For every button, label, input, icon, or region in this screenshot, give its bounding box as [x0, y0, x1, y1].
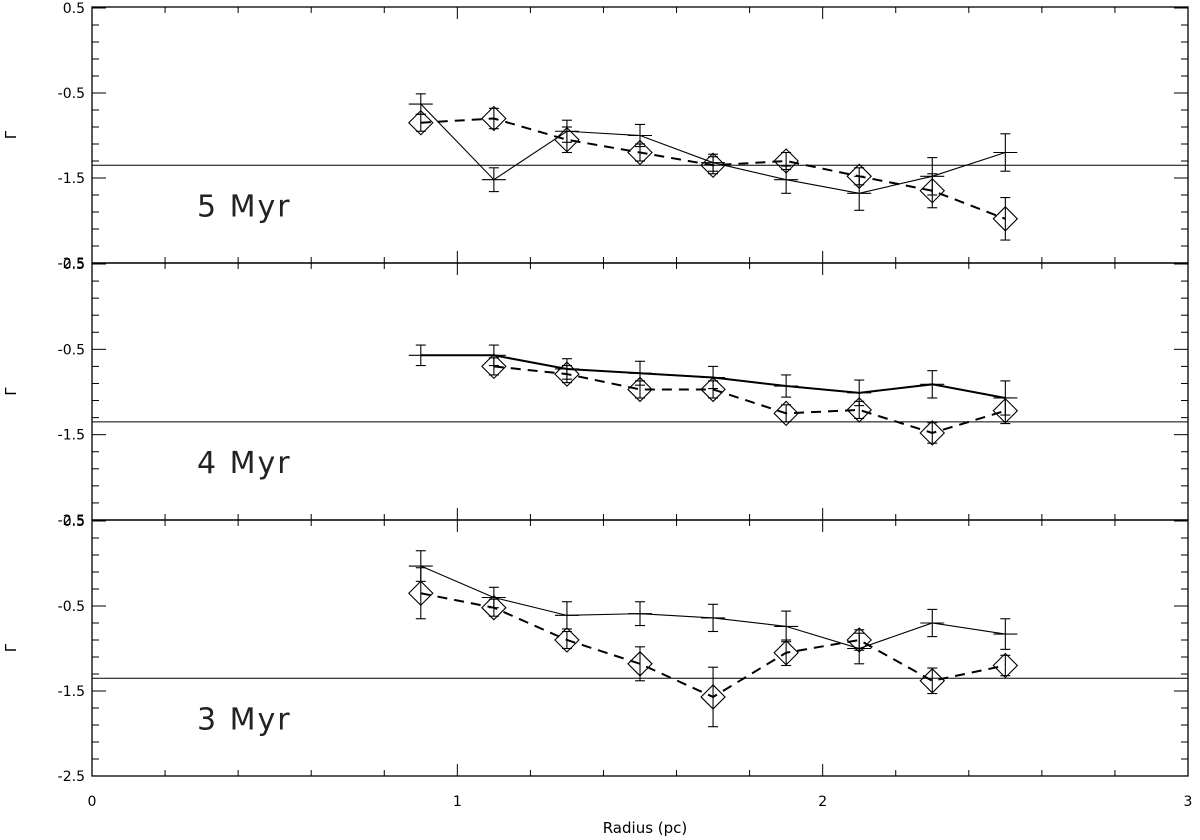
diamond-marker — [773, 148, 799, 174]
series-line-dashed — [493, 365, 1006, 435]
diamond-marker — [919, 177, 946, 204]
y-tick-label: -2.5 — [58, 513, 85, 529]
y-tick-label: 0.5 — [63, 514, 85, 530]
y-tick-label: -0.5 — [58, 599, 85, 615]
diamond-marker — [992, 652, 1019, 679]
diamond-marker — [846, 627, 872, 653]
diamond-marker — [627, 139, 653, 166]
diamond-marker — [627, 376, 653, 403]
series-line-solid — [420, 103, 1006, 194]
y-tick-label: -1.5 — [58, 428, 85, 444]
diamond-marker — [992, 397, 1019, 424]
y-tick-label: -1.5 — [58, 171, 85, 187]
diamond-marker — [554, 627, 580, 653]
panel-3-myr: 0.5 -0.5 -1.5 -2.5 Γ 3 Myr — [2, 514, 1189, 785]
diamond-marker — [919, 420, 946, 446]
panel-frame — [91, 519, 1189, 777]
diamond-marker — [846, 163, 872, 190]
x-tick-label: 2 — [818, 794, 827, 810]
diamond-marker — [700, 684, 726, 710]
x-tick-label: 0 — [88, 794, 97, 810]
panel-5-myr: 0.5 -0.5 -1.5 -2.5 Γ 5 Myr — [2, 1, 1189, 272]
y-tick-label: -1.5 — [58, 684, 85, 700]
y-tick-label: -2.5 — [58, 769, 85, 785]
x-tick-label: 1 — [453, 794, 462, 810]
panel-label: 5 Myr — [197, 189, 292, 224]
panel-label: 3 Myr — [197, 702, 292, 737]
y-axis-label: Γ — [2, 643, 20, 652]
x-tick-label: 3 — [1184, 794, 1193, 810]
panel-4-myr: 0.5 -0.5 -1.5 -2.5 Γ 4 Myr — [2, 257, 1189, 529]
diamond-marker — [773, 639, 799, 666]
y-tick-label: -2.5 — [58, 256, 85, 272]
y-tick-label: -0.5 — [58, 342, 85, 358]
diamond-marker — [408, 109, 434, 136]
diamond-marker — [700, 376, 726, 403]
panels-group: 0.5 -0.5 -1.5 -2.5 Γ 5 Myr 0.5 -0.5 -1.5 -2.5 Γ 4 M… — [2, 1, 1189, 785]
diamond-marker — [554, 126, 580, 153]
diamond-marker — [700, 152, 726, 179]
y-axis-label: Γ — [2, 387, 20, 396]
diamond-marker — [481, 594, 507, 621]
y-tick-label: -0.5 — [58, 86, 85, 102]
diamond-marker — [481, 105, 507, 132]
diamond-marker — [481, 353, 507, 380]
x-axis: 0 1 2 3 — [88, 794, 1193, 810]
diamond-marker — [846, 397, 872, 423]
x-axis-label: Radius (pc) — [603, 819, 688, 837]
y-tick-label: 0.5 — [63, 1, 85, 17]
y-tick-label: 0.5 — [63, 257, 85, 273]
diamond-marker — [773, 400, 799, 427]
diamond-marker — [408, 580, 434, 607]
diamond-marker — [627, 651, 653, 677]
diamond-marker — [992, 206, 1019, 232]
panel-label: 4 Myr — [197, 446, 292, 481]
y-axis-label: Γ — [2, 130, 20, 139]
diamond-marker — [554, 361, 580, 387]
diamond-marker — [919, 668, 946, 694]
